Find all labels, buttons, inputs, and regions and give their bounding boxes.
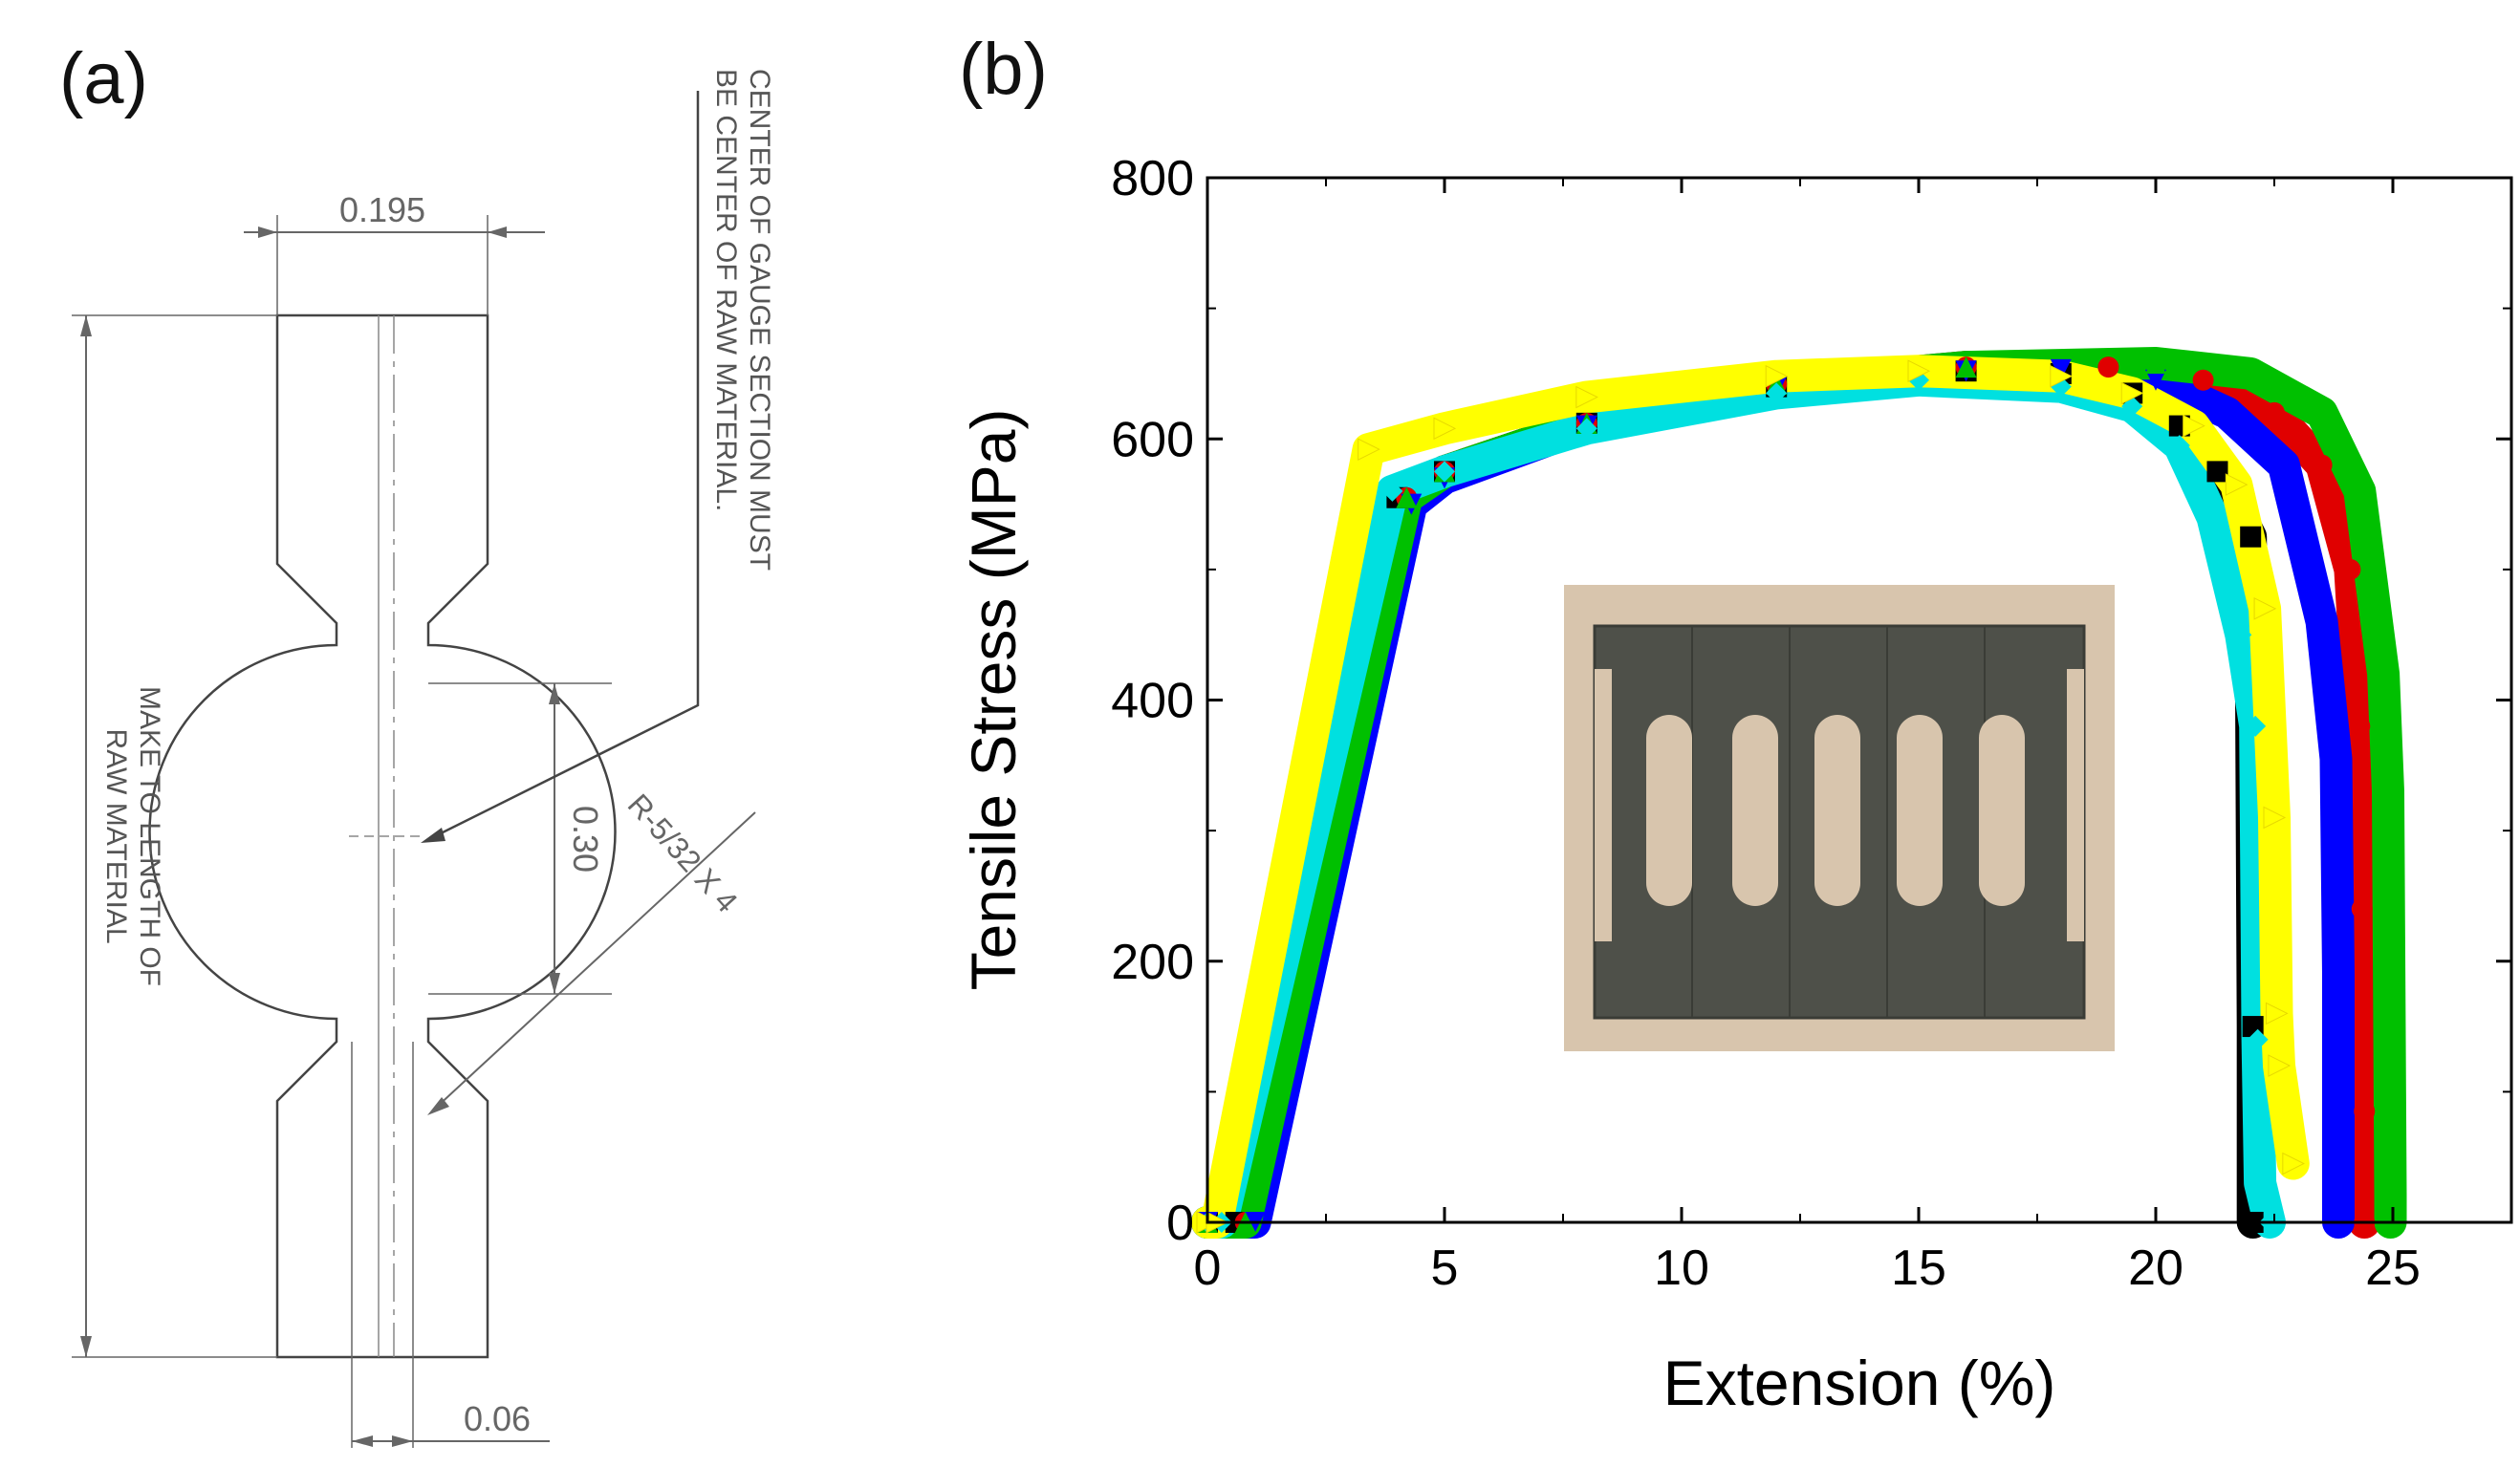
data-point-specimen-yellow	[2265, 1002, 2289, 1025]
data-point-specimen-red	[2097, 356, 2119, 378]
data-point-specimen-green	[2240, 362, 2262, 384]
data-point-specimen-green	[2145, 353, 2166, 375]
specimen-outline	[148, 313, 617, 1359]
tick-layer: 0 5 10 15 20 25 0 200 400 600 800	[1111, 151, 2511, 1296]
x-tick-label: 25	[2365, 1240, 2421, 1296]
data-point-specimen-blue	[2050, 358, 2072, 380]
y-tick-label: 200	[1111, 935, 1194, 990]
data-point-specimen-blue	[2145, 369, 2166, 391]
series-core-specimen-yellow	[1207, 369, 2295, 1224]
y-tick-label: 400	[1111, 674, 1194, 729]
data-point-specimen-cyan	[1434, 461, 1455, 483]
panel-a-label: (a)	[59, 38, 148, 119]
thickness-label: 0.06	[464, 1399, 531, 1438]
data-point-specimen-cyan	[2245, 715, 2267, 737]
data-point-specimen-yellow	[2050, 364, 2073, 388]
data-point-specimen-red	[2351, 898, 2373, 920]
data-point-specimen-cyan	[2202, 507, 2224, 529]
data-point-specimen-red	[2339, 558, 2361, 580]
data-point-specimen-blue	[2325, 747, 2347, 769]
center-note-line2: BE CENTER OF RAW MATERIAL.	[710, 69, 742, 511]
x-tick-label: 0	[1194, 1240, 1222, 1296]
data-point-specimen-green	[1396, 486, 1418, 508]
data-point-specimen-red	[2349, 715, 2371, 737]
data-point-specimen-black	[2206, 461, 2228, 483]
data-point-specimen-yellow	[2120, 381, 2144, 405]
y-tick-label: 600	[1111, 412, 1194, 467]
radius-label: R-5/32 X 4	[621, 787, 745, 919]
x-tick-label: 5	[1431, 1240, 1459, 1296]
data-point-specimen-cyan	[2168, 435, 2190, 457]
data-point-specimen-green	[2349, 480, 2371, 502]
data-point-specimen-yellow	[2183, 414, 2205, 438]
data-point-specimen-black	[2240, 526, 2262, 548]
data-point-specimen-cyan	[1381, 480, 1403, 502]
x-tick-label: 10	[1654, 1240, 1709, 1296]
gauge-length-label: 0.30	[566, 806, 605, 873]
data-point-specimen-yellow	[1765, 364, 1789, 388]
data-point-specimen-cyan	[2249, 1173, 2271, 1195]
y-tick-label: 800	[1111, 151, 1194, 206]
data-point-specimen-yellow	[1907, 359, 1931, 383]
data-point-specimen-yellow	[2282, 1152, 2305, 1176]
width-label: 0.195	[339, 190, 425, 229]
radius-leader	[434, 811, 756, 1110]
length-note-line1: MAKE TO LENGTH OF	[134, 686, 165, 986]
data-point-specimen-blue	[2311, 611, 2333, 633]
x-tick-label: 20	[2128, 1240, 2183, 1296]
data-point-specimen-cyan	[1575, 418, 1597, 440]
data-point-specimen-red	[2354, 1100, 2376, 1122]
data-point-specimen-green	[2379, 1185, 2401, 1207]
data-point-specimen-red	[2192, 369, 2214, 391]
x-axis-title: Extension (%)	[1663, 1348, 2056, 1418]
data-point-specimen-green	[2378, 781, 2400, 803]
data-point-specimen-red	[2311, 454, 2333, 476]
data-point-specimen-green	[1955, 356, 1977, 378]
y-tick-label: 0	[1166, 1196, 1194, 1251]
data-point-specimen-yellow	[2263, 806, 2287, 830]
data-point-specimen-yellow	[1358, 438, 1380, 461]
center-note-line1: CENTER OF GAUGE SECTION MUST	[744, 69, 775, 571]
data-point-specimen-yellow	[2268, 1054, 2292, 1077]
data-point-specimen-blue	[2272, 454, 2294, 476]
data-point-specimen-cyan	[1766, 382, 1788, 404]
data-point-specimen-green	[2311, 401, 2333, 423]
y-axis-title: Tensile Stress (MPa)	[958, 409, 1029, 991]
plot-area	[1191, 347, 2407, 1239]
data-point-specimen-yellow	[1433, 417, 1457, 441]
length-note-line2: RAW MATERIAL	[100, 728, 132, 943]
marker-layer	[1196, 353, 2401, 1234]
data-point-specimen-yellow	[2253, 597, 2277, 620]
x-tick-label: 15	[1891, 1240, 1946, 1296]
panel-b-label: (b)	[959, 29, 1048, 110]
data-point-specimen-yellow	[2225, 473, 2248, 496]
inset-photo	[1564, 585, 2115, 1051]
data-point-specimen-green	[2373, 663, 2395, 685]
data-point-specimen-cyan	[2247, 1028, 2269, 1050]
data-point-specimen-blue	[2327, 963, 2349, 985]
data-point-specimen-red	[2264, 401, 2285, 423]
center-note-leader	[434, 91, 700, 838]
data-point-specimen-yellow	[1575, 385, 1598, 409]
specimen-drawing	[72, 91, 756, 1448]
data-point-specimen-blue	[2216, 401, 2238, 423]
data-point-specimen-cyan	[2230, 624, 2252, 646]
